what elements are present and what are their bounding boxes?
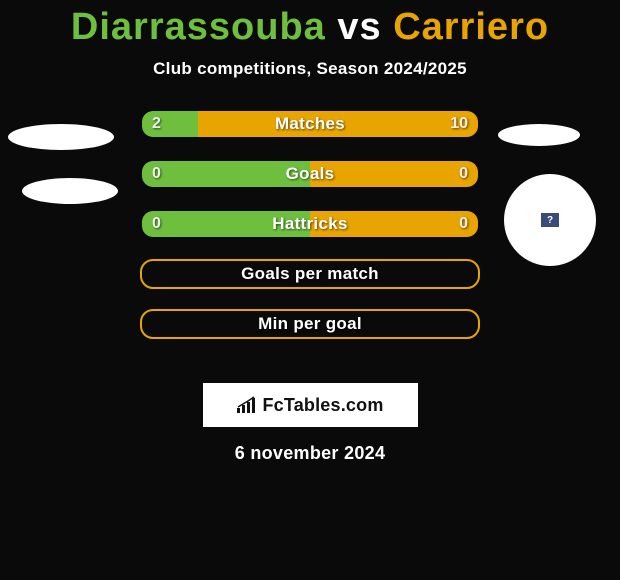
chart-icon bbox=[236, 396, 258, 414]
avatar-right-circle: ? bbox=[504, 174, 596, 266]
bar-value-left: 0 bbox=[152, 211, 161, 237]
page-title: Diarrassouba vs Carriero bbox=[0, 6, 620, 49]
badge-text: ? bbox=[547, 215, 553, 226]
logo-text: FcTables.com bbox=[262, 395, 383, 416]
logo-box: FcTables.com bbox=[203, 383, 418, 427]
avatar-left-2 bbox=[22, 178, 118, 204]
bar-label: Hattricks bbox=[142, 211, 478, 237]
bar-label: Matches bbox=[142, 111, 478, 137]
comparison-panel: ? Matches210Goals00Hattricks00Goals per … bbox=[0, 109, 620, 369]
stat-row: Goals0 0 bbox=[140, 159, 480, 189]
stat-row: Matches2 10 bbox=[140, 109, 480, 139]
bar-label: Goals bbox=[142, 161, 478, 187]
bar-value-left: 2 bbox=[152, 111, 161, 137]
unknown-badge-icon: ? bbox=[541, 213, 559, 227]
bar-value-left: 0 bbox=[152, 161, 161, 187]
title-player2: Carriero bbox=[393, 6, 549, 48]
bar-label: Min per goal bbox=[142, 311, 478, 337]
subtitle: Club competitions, Season 2024/2025 bbox=[0, 59, 620, 79]
title-player1: Diarrassouba bbox=[71, 6, 326, 48]
stat-row: Hattricks0 0 bbox=[140, 209, 480, 239]
stat-row: Min per goal bbox=[140, 309, 480, 339]
avatar-right-1 bbox=[498, 124, 580, 146]
stat-bars: Matches210Goals00Hattricks00Goals per ma… bbox=[140, 109, 480, 359]
bar-value-right: 0 bbox=[459, 161, 468, 187]
bar-value-right: 0 bbox=[459, 211, 468, 237]
title-vs: vs bbox=[337, 6, 381, 48]
bar-value-right: 10 bbox=[450, 111, 468, 137]
bar-label: Goals per match bbox=[142, 261, 478, 287]
date-label: 6 november 2024 bbox=[0, 443, 620, 464]
avatar-left-1 bbox=[8, 124, 114, 150]
stat-row: Goals per match bbox=[140, 259, 480, 289]
